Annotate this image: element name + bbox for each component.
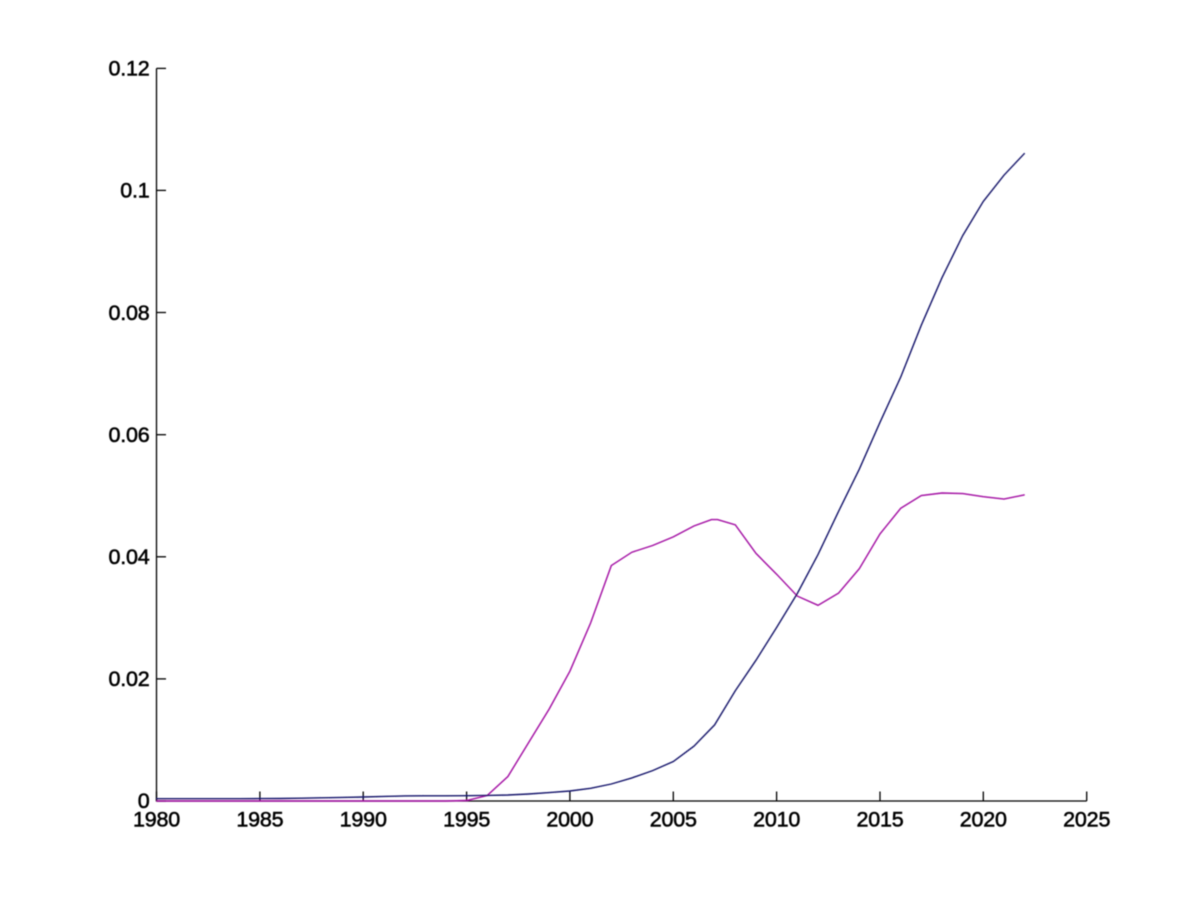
svg-text:1985: 1985 — [236, 808, 283, 832]
svg-text:0: 0 — [138, 789, 150, 813]
svg-text:0.08: 0.08 — [108, 301, 149, 325]
svg-text:1990: 1990 — [340, 808, 387, 832]
svg-text:1995: 1995 — [443, 808, 490, 832]
svg-text:0.1: 0.1 — [120, 179, 149, 203]
svg-text:0.12: 0.12 — [108, 57, 149, 81]
svg-text:1980: 1980 — [133, 808, 180, 832]
svg-text:0.02: 0.02 — [108, 667, 149, 691]
svg-text:2010: 2010 — [753, 808, 800, 832]
svg-text:2000: 2000 — [546, 808, 593, 832]
svg-text:2005: 2005 — [650, 808, 697, 832]
svg-text:2015: 2015 — [856, 808, 903, 832]
svg-text:0.06: 0.06 — [108, 423, 149, 447]
svg-text:2025: 2025 — [1063, 808, 1110, 832]
svg-text:0.04: 0.04 — [108, 545, 149, 569]
svg-text:2020: 2020 — [960, 808, 1007, 832]
